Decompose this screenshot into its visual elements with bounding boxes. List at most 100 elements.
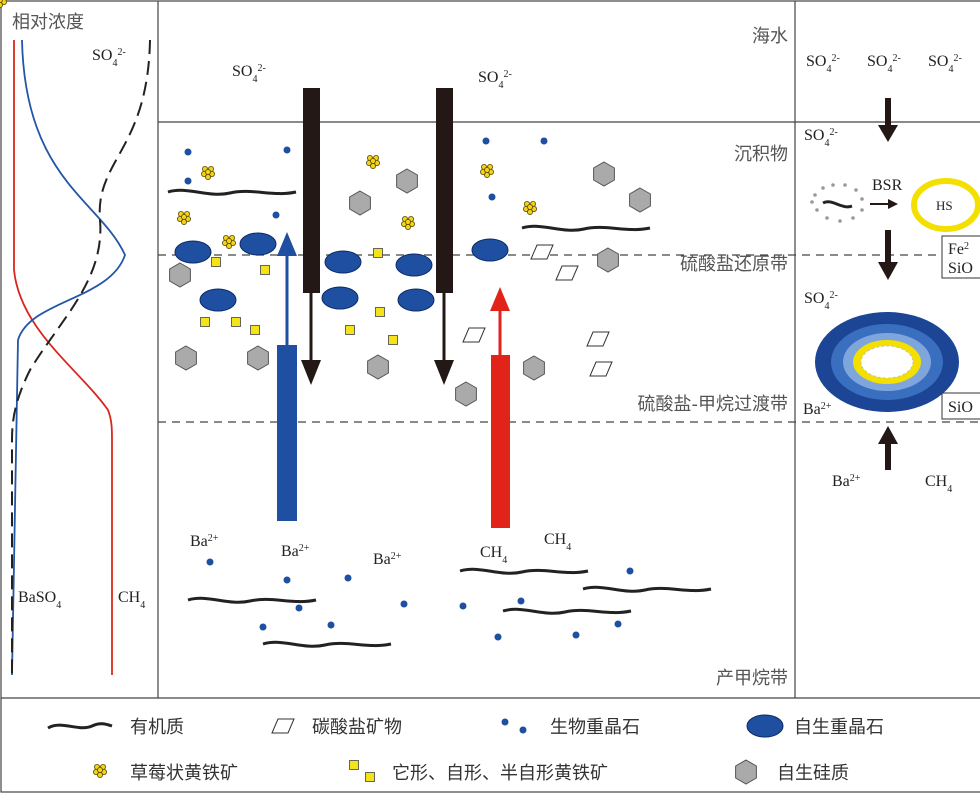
formula-base: BSR [872, 177, 903, 194]
so4-dashed-curve [11, 39, 151, 675]
sulfide-ring [911, 178, 980, 232]
formula-sup: 2+ [208, 533, 219, 544]
formula-sup: 2+ [299, 543, 310, 554]
zone-label: 产甲烷带 [716, 668, 788, 689]
formula: SO42- [867, 53, 901, 75]
label-so4: SO42- [92, 47, 126, 69]
formula: SO42- [478, 69, 512, 91]
formula-base: CH [925, 473, 948, 490]
formula-base: CH [544, 531, 567, 548]
formula-base: SO [804, 127, 824, 144]
formula-sub: 4 [824, 138, 829, 149]
formula: SiO [948, 399, 973, 416]
formula-sub: 4 [112, 58, 117, 69]
formula-sub: 4 [826, 64, 831, 75]
label-box [941, 235, 980, 279]
formula: Fe2 [948, 241, 969, 259]
formula: SO42- [232, 63, 266, 85]
formula-base: CH [118, 589, 141, 606]
formula-sub: 4 [502, 555, 507, 566]
bio-barite [184, 137, 634, 641]
label-ch4: CH4 [118, 589, 145, 611]
formula: SO42- [804, 290, 838, 312]
legend: 有机质 碳酸盐矿物 生物重晶石 自生重晶石 草莓状黄铁矿 它形、自形、半自形黄铁… [0, 0, 884, 785]
sulfate-flux-arrow [301, 88, 454, 385]
formula-base: CH [480, 544, 503, 561]
formula-base: SO [806, 53, 826, 70]
formula-sup: 2- [117, 47, 125, 58]
formula-sup: 2- [257, 63, 265, 74]
formula-base: HS [936, 198, 953, 213]
formula: Ba2+ [281, 543, 310, 561]
legend-label: 有机质 [130, 717, 184, 738]
formula-sub: 4 [947, 484, 952, 495]
formula-base: SiO [948, 260, 973, 277]
formula: SO42- [928, 53, 962, 75]
legend-label: 碳酸盐矿物 [312, 717, 402, 738]
legend-label: 草莓状黄铁矿 [130, 763, 238, 784]
formula-base: SO [928, 53, 948, 70]
formula: Ba2+ [373, 551, 402, 569]
formula-sub: 4 [887, 64, 892, 75]
panel-title: 相对浓度 [12, 12, 84, 33]
formula-base: Ba [190, 533, 208, 550]
zone-label: 沉积物 [734, 144, 788, 165]
formula: CH4 [480, 544, 507, 566]
formula-base: BaSO [18, 589, 56, 606]
formula-sup: 2- [829, 127, 837, 138]
carbonate [462, 244, 613, 377]
formula-base: Ba [803, 401, 821, 418]
formula: SiO [948, 260, 973, 277]
label-box [941, 392, 980, 420]
flow-arrow [870, 98, 898, 470]
formula-base: Ba [281, 543, 299, 560]
formula-sub: 4 [948, 64, 953, 75]
formula-base: SO [232, 63, 252, 80]
formula-sup: 2 [964, 241, 969, 252]
formula: HS [936, 198, 953, 213]
formula-base: Ba [832, 473, 850, 490]
barium-flux-arrow [277, 232, 297, 521]
formula-sup: 2- [953, 53, 961, 64]
formula: CH4 [544, 531, 571, 553]
formula: BSR [872, 177, 903, 194]
formula-base: Fe [948, 241, 964, 258]
formula-base: SO [867, 53, 887, 70]
label-baso4: BaSO4 [18, 589, 61, 611]
formula-sup: 2- [829, 290, 837, 301]
formula-base: SO [92, 47, 112, 64]
formula: SO42- [804, 127, 838, 149]
methane-flux-arrow [490, 287, 510, 528]
formula-sub: 4 [252, 74, 257, 85]
formula-sup: 2- [892, 53, 900, 64]
formula-sup: 2- [503, 69, 511, 80]
legend-label: 它形、自形、半自形黄铁矿 [392, 763, 608, 784]
formula-sub: 4 [566, 542, 571, 553]
formula-sup: 2+ [850, 473, 861, 484]
formula-base: SO [804, 290, 824, 307]
legend-label: 生物重晶石 [550, 717, 640, 738]
barite-nodule [815, 312, 959, 412]
silica [169, 161, 651, 407]
formula: Ba2+ [832, 473, 861, 491]
formula: CH4 [925, 473, 952, 495]
formula-sub: 4 [498, 80, 503, 91]
zone-label: 硫酸盐-甲烷过渡带 [638, 394, 789, 415]
formula: Ba2+ [803, 401, 832, 419]
formula-sub: 4 [824, 301, 829, 312]
formula-base: SiO [948, 399, 973, 416]
formula-sup: 2+ [391, 551, 402, 562]
zone-label: 硫酸盐还原带 [680, 254, 788, 275]
formula-sup: 2+ [821, 401, 832, 412]
formula-sub: 4 [140, 600, 145, 611]
legend-label: 自生硅质 [777, 763, 849, 784]
formula-base: SO [478, 69, 498, 86]
bsr-cluster [810, 183, 864, 223]
formula-sup: 2- [831, 53, 839, 64]
zone-label: 海水 [752, 26, 788, 47]
so4-blue-curve [11, 39, 126, 676]
legend-label: 自生重晶石 [794, 717, 884, 738]
formula: SO42- [806, 53, 840, 75]
